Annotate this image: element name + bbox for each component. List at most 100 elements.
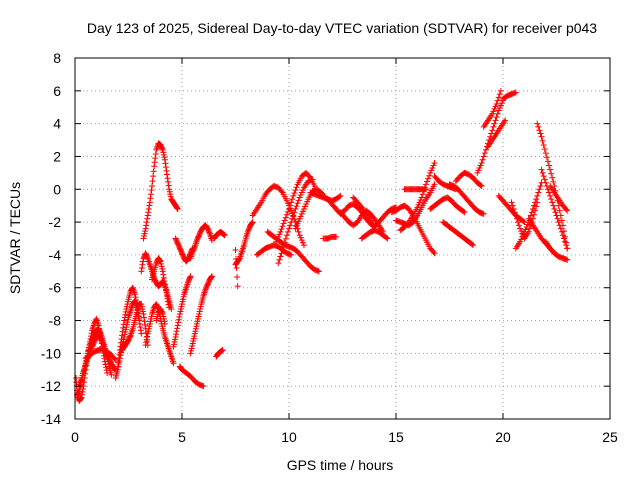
data-point [383,234,390,241]
x-tick-label: 25 [602,429,618,445]
data-point [139,261,146,268]
data-point [149,178,156,185]
data-point [526,225,533,232]
grid [75,58,610,419]
data-point [137,327,144,334]
data-point [278,188,285,195]
data-point [175,319,182,326]
series-segment-19 [249,182,307,249]
axis-ticks [74,57,611,420]
data-point [111,355,118,362]
data-point [287,202,294,209]
series-segment-29 [388,202,438,257]
data-point [496,91,503,98]
data-point [490,123,497,130]
data-point [564,256,571,263]
data-point [77,395,84,402]
data-point [165,301,172,308]
data-point [497,87,504,94]
data-point [149,182,156,189]
data-point [560,235,567,242]
data-point [150,173,157,180]
data-point [546,162,553,169]
data-point [142,342,149,349]
data-point [187,274,194,281]
series-segment-51 [153,306,168,327]
data-point [424,178,431,185]
series-segment-42 [495,192,528,226]
data-point [174,205,181,212]
series-segment-33 [427,194,468,216]
data-point [290,212,297,219]
data-point [152,150,159,157]
data-point [295,197,302,204]
data-point [121,317,128,324]
data-point [284,228,291,235]
data-point [291,189,298,196]
data-point [147,191,154,198]
data-point [151,163,158,170]
data-point [508,199,515,206]
data-point [164,171,171,178]
data-point [162,287,169,294]
series-segment-38 [474,97,506,176]
data-point [143,222,150,229]
data-point [120,321,127,328]
data-point [546,189,553,196]
series-segment-31 [397,160,438,234]
data-point [292,187,299,194]
data-point [164,175,171,182]
data-point [547,166,554,173]
series-segment-15 [187,273,215,357]
series-segment-08 [140,140,181,242]
series-segment-52 [232,246,241,290]
data-point [165,178,172,185]
data-point [279,223,286,230]
data-point [175,316,182,323]
data-point [78,394,85,401]
data-point [555,219,562,226]
y-tick-label: -2 [49,214,62,230]
data-point [431,160,438,167]
data-point [281,217,288,224]
series-segment-37 [452,169,485,189]
y-tick-label: 4 [53,116,61,132]
data-point [172,333,179,340]
data-point [276,256,283,263]
data-point [556,207,563,214]
data-point [495,94,502,101]
x-tick-label: 20 [495,429,511,445]
data-point [534,192,541,199]
data-point [118,339,125,346]
y-tick-label: 2 [53,148,61,164]
data-point [120,324,127,331]
data-point [173,331,180,338]
plot-frame [74,57,611,420]
data-point [148,187,155,194]
data-point [277,253,284,260]
series-segment-50 [82,345,119,363]
data-point [533,196,540,203]
data-point [558,228,565,235]
data-point [493,100,500,107]
data-point [384,235,391,242]
data-point [468,241,475,248]
data-point [160,274,167,281]
data-point [512,212,519,219]
data-point [165,182,172,189]
data-point [470,242,477,249]
data-point [165,298,172,305]
data-point [147,195,154,202]
data-point [548,170,555,177]
data-point [143,336,150,343]
data-point [527,212,534,219]
data-point [232,246,239,253]
data-point [564,207,571,214]
data-point [138,330,145,337]
data-point [127,333,134,340]
data-point [333,233,340,240]
data-point [482,146,489,153]
data-point [163,290,170,297]
data-point [514,219,521,226]
